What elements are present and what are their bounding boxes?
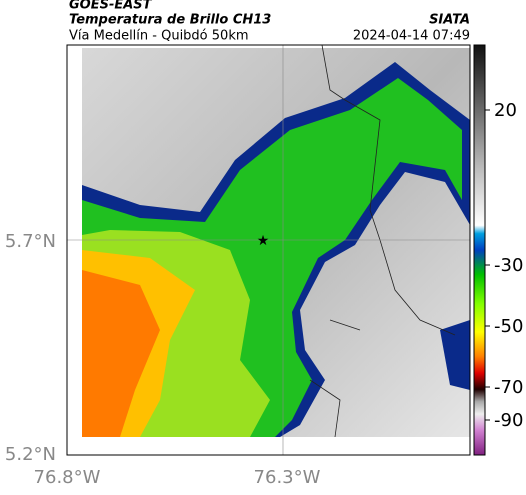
cold-patch — [440, 320, 470, 390]
lon-label: 76.8°W — [34, 467, 101, 488]
location: Vía Medellín - Quibdó 50km — [69, 29, 249, 44]
map-frame — [66, 44, 471, 456]
subtitle: Temperatura de Brillo CH13 — [69, 13, 271, 28]
colorbar — [473, 44, 486, 456]
lat-label: 5.7°N — [5, 231, 56, 252]
timestamp: 2024-04-14 07:49 — [353, 29, 470, 44]
colorbar-label: -50 — [494, 316, 523, 337]
orange-region — [82, 270, 160, 437]
boundaries — [309, 44, 456, 438]
colorbar-label: -30 — [494, 255, 523, 276]
colorbar-ticks: 20 -30 -50 -70 -90 — [485, 100, 523, 431]
colorbar-label: 20 — [494, 100, 517, 121]
site-marker: ★ — [257, 233, 270, 249]
lat-label: 5.2°N — [5, 444, 56, 465]
colorbar-label: -90 — [494, 410, 523, 431]
lon-label: 76.3°W — [254, 467, 321, 488]
source: SIATA — [429, 13, 470, 28]
map: ★ — [66, 44, 471, 456]
colorbar-label: -70 — [494, 377, 523, 398]
title: GOES-EAST — [69, 0, 153, 13]
